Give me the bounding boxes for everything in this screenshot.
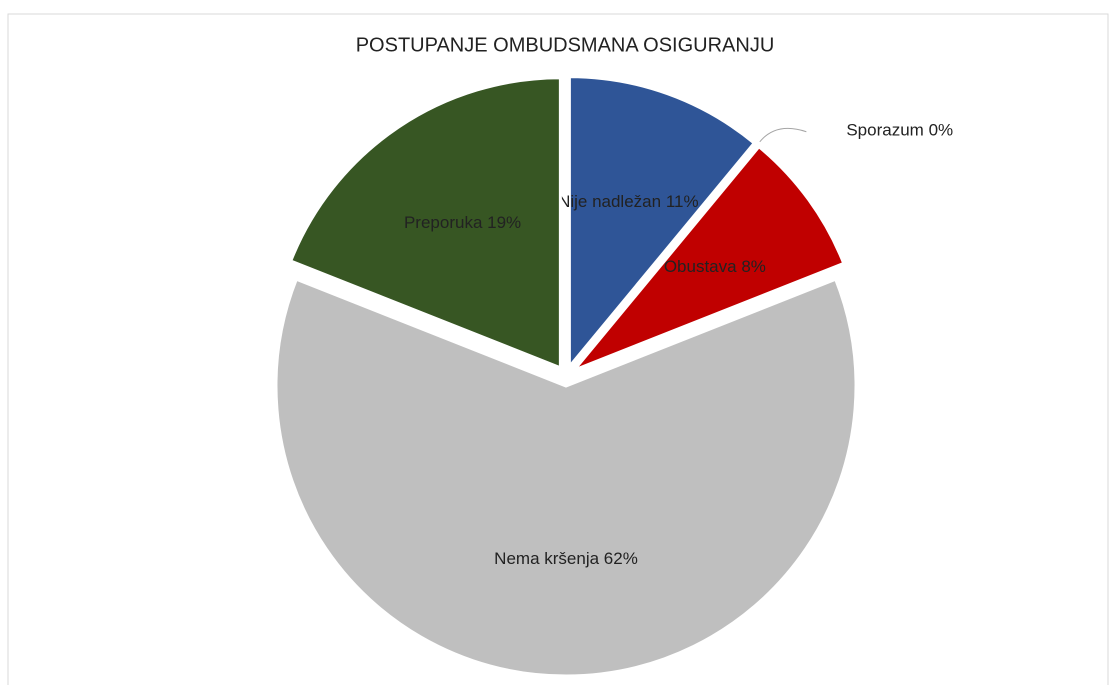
data-label: Nije nadležan 11%: [558, 192, 699, 211]
data-label: Obustava 8%: [664, 257, 766, 276]
chart-title: POSTUPANJE OMBUDSMANA OSIGURANJU: [356, 34, 775, 56]
label-value: 8%: [741, 257, 766, 276]
label-value: 11%: [666, 192, 699, 211]
label-name: Sporazum: [846, 121, 923, 140]
leader-line: [759, 127, 807, 143]
data-label: Preporuka 19%: [404, 213, 521, 232]
label-name: Preporuka: [404, 213, 483, 232]
pie-slice: [288, 76, 562, 370]
label-value: 62%: [604, 549, 638, 568]
pie-slice: [567, 75, 757, 371]
label-value: 0%: [929, 121, 954, 140]
pie-slice: [274, 277, 858, 678]
pie-slice: [572, 144, 846, 372]
label-value: 19%: [487, 213, 521, 232]
data-label: Sporazum 0%: [846, 121, 953, 140]
pie-slice: [571, 143, 759, 370]
label-name: Obustava: [664, 257, 737, 276]
label-name: Nema kršenja: [494, 549, 599, 568]
data-label: Nema kršenja 62%: [494, 549, 638, 568]
label-name: Nije nadležan: [558, 192, 661, 211]
